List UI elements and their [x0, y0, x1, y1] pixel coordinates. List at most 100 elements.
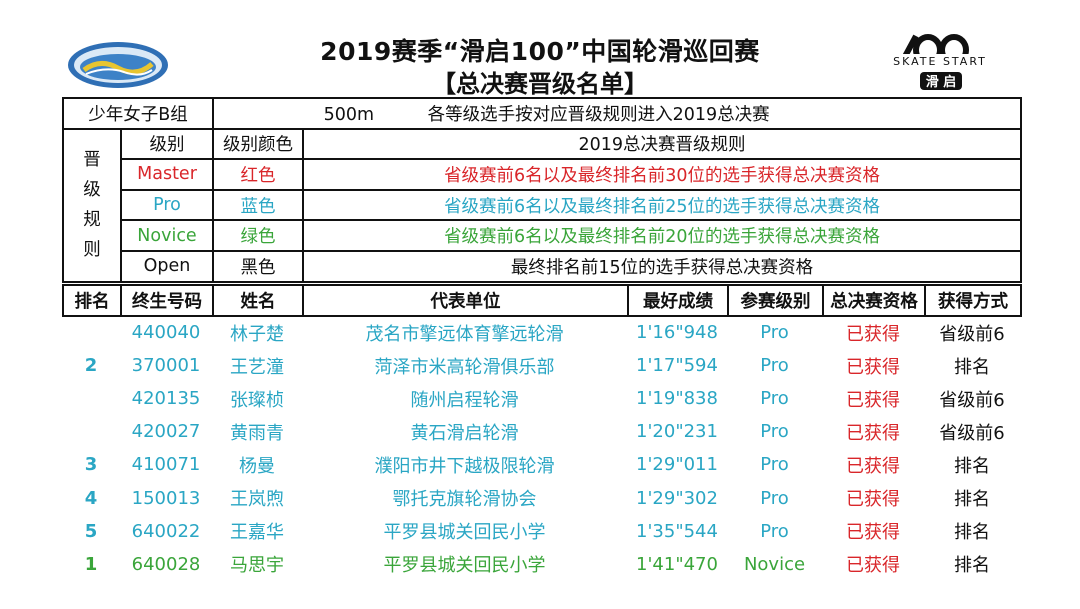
qualify-method: 省级前6: [939, 422, 1005, 444]
side-char: 规: [83, 210, 101, 231]
final-status: 已获得: [846, 455, 900, 477]
final-status: 已获得: [846, 356, 900, 378]
entry-level: Novice: [743, 553, 806, 575]
rule-level: Pro: [119, 188, 215, 222]
member-id: 640022: [131, 520, 201, 542]
qualify-method: 省级前6: [939, 389, 1005, 411]
table-row: 5 640022 王嘉华 平罗县城关回民小学 1'35"544 Pro 已获得 排名: [62, 515, 1020, 548]
member-id: 440040: [131, 322, 201, 344]
team-unit: 平罗县城关回民小学: [383, 522, 546, 544]
athlete-name: 张璨桢: [230, 389, 284, 411]
member-id: 410071: [131, 454, 201, 476]
entry-level: Pro: [760, 454, 789, 476]
team-unit: 平罗县城关回民小学: [383, 555, 546, 577]
rank-cell: [62, 316, 120, 349]
skate-start-logo-mark: SKATE START 滑 启: [880, 34, 1000, 90]
col-rule-header: 2019总决赛晋级规则: [302, 127, 1023, 161]
team-unit: 茂名市擎远体育擎远轮滑: [365, 323, 564, 345]
entry-level: Pro: [760, 388, 789, 410]
team-unit: 黄石滑启轮滑: [410, 422, 519, 444]
entry-level: Pro: [760, 322, 789, 344]
rule-color: 黑色: [212, 249, 305, 283]
best-time: 1'29"011: [636, 454, 718, 476]
group-distance: 500m: [323, 104, 375, 125]
entry-level: Pro: [760, 355, 789, 377]
rule-row-open: Open 黑色 最终排名前15位的选手获得总决赛资格: [63, 249, 1023, 283]
athlete-name: 王艺潼: [230, 356, 284, 378]
col-level-header: 级别: [119, 127, 215, 161]
results-header-row: 排名 终生号码 姓名 代表单位 最好成绩 参赛级别 总决赛资格 获得方式: [62, 284, 1022, 317]
col-color-header: 级别颜色: [212, 127, 305, 161]
team-unit: 菏泽市米高轮滑俱乐部: [374, 356, 555, 378]
best-time: 1'41"470: [636, 553, 718, 575]
rank-cell: 2: [84, 355, 98, 377]
best-time: 1'19"838: [636, 388, 718, 410]
athlete-name: 王岚煦: [230, 489, 284, 511]
header-level: 参赛级别: [727, 284, 824, 317]
header-method: 获得方式: [924, 284, 1022, 317]
athlete-name: 林子楚: [230, 323, 284, 345]
header-rank: 排名: [62, 284, 122, 317]
table-row: 420027 黄雨青 黄石滑启轮滑 1'20"231 Pro 已获得 省级前6: [62, 415, 1020, 448]
side-char: 晋: [83, 150, 101, 171]
rule-level: Novice: [119, 219, 215, 252]
rule-color: 蓝色: [212, 188, 305, 222]
side-char: 则: [83, 240, 101, 261]
qualify-method: 排名: [954, 356, 990, 378]
final-status: 已获得: [846, 522, 900, 544]
skate-start-logo: SKATE START 滑 启: [880, 32, 1000, 94]
member-id: 640028: [131, 553, 201, 575]
member-id: 420027: [131, 421, 201, 443]
header-time: 最好成绩: [627, 284, 729, 317]
results-header-table: 排名 终生号码 姓名 代表单位 最好成绩 参赛级别 总决赛资格 获得方式: [62, 284, 1022, 317]
final-status: 已获得: [846, 555, 900, 577]
header-id: 终生号码: [120, 284, 214, 317]
rule-color: 绿色: [212, 219, 305, 252]
table-row: 440040 林子楚 茂名市擎远体育擎远轮滑 1'16"948 Pro 已获得 省级前6: [62, 316, 1020, 349]
final-status: 已获得: [846, 489, 900, 511]
rank-cell: 3: [84, 454, 98, 476]
best-time: 1'35"544: [636, 520, 718, 542]
rule-text: 省级赛前6名以及最终排名前25位的选手获得总决赛资格: [302, 188, 1023, 222]
qualify-method: 排名: [954, 455, 990, 477]
page-subtitle: 【总决赛晋级名单】: [432, 70, 648, 98]
athlete-name: 王嘉华: [230, 522, 284, 544]
final-status: 已获得: [846, 389, 900, 411]
best-time: 1'20"231: [636, 421, 718, 443]
table-row: 2 370001 王艺潼 菏泽市米高轮滑俱乐部 1'17"594 Pro 已获得 排名: [62, 349, 1020, 382]
best-time: 1'17"594: [636, 355, 718, 377]
rule-text: 省级赛前6名以及最终排名前30位的选手获得总决赛资格: [302, 158, 1023, 191]
final-status: 已获得: [846, 323, 900, 345]
header-status: 总决赛资格: [822, 284, 926, 317]
results-table: 440040 林子楚 茂名市擎远体育擎远轮滑 1'16"948 Pro 已获得 省级前6 2 3…: [62, 316, 1020, 581]
table-row: 420135 张璨桢 随州启程轮滑 1'19"838 Pro 已获得 省级前6: [62, 382, 1020, 415]
rule-text: 省级赛前6名以及最终排名前20位的选手获得总决赛资格: [302, 219, 1023, 252]
group-desc: 各等级选手按对应晋级规则进入2019总决赛: [427, 104, 770, 125]
table-row: 3 410071 杨曼 濮阳市井下越极限轮滑 1'29"011 Pro 已获得 排名: [62, 448, 1020, 481]
rank-cell: [62, 382, 120, 415]
rule-row-pro: Pro 蓝色 省级赛前6名以及最终排名前25位的选手获得总决赛资格: [63, 188, 1023, 222]
qualify-method: 排名: [954, 555, 990, 577]
table-row: 4 150013 王岚煦 鄂托克旗轮滑协会 1'29"302 Pro 已获得 排名: [62, 481, 1020, 514]
rule-row-master: Master 红色 省级赛前6名以及最终排名前30位的选手获得总决赛资格: [63, 158, 1023, 191]
qualify-method: 排名: [954, 522, 990, 544]
best-time: 1'16"948: [636, 322, 718, 344]
qualify-method: 排名: [954, 489, 990, 511]
team-unit: 濮阳市井下越极限轮滑: [374, 455, 555, 477]
rank-cell: [62, 415, 120, 448]
rules-table: 少年女子B组 500m 各等级选手按对应晋级规则进入2019总决赛 晋 级 规 …: [61, 97, 1023, 283]
member-id: 370001: [131, 355, 201, 377]
final-status: 已获得: [846, 422, 900, 444]
logo-text: SKATE START: [893, 55, 987, 68]
entry-level: Pro: [760, 487, 789, 509]
member-id: 150013: [131, 487, 201, 509]
page-title: 2019赛季“滑启100”中国轮滑巡回赛: [320, 37, 760, 66]
team-unit: 鄂托克旗轮滑协会: [392, 489, 537, 511]
header-name: 姓名: [212, 284, 304, 317]
logo-subtext: 滑 启: [926, 74, 957, 90]
athlete-name: 马思宇: [230, 555, 284, 577]
rule-color: 红色: [212, 158, 305, 191]
federation-logo: [68, 42, 168, 88]
athlete-name: 黄雨青: [230, 422, 284, 444]
member-id: 420135: [131, 388, 201, 410]
